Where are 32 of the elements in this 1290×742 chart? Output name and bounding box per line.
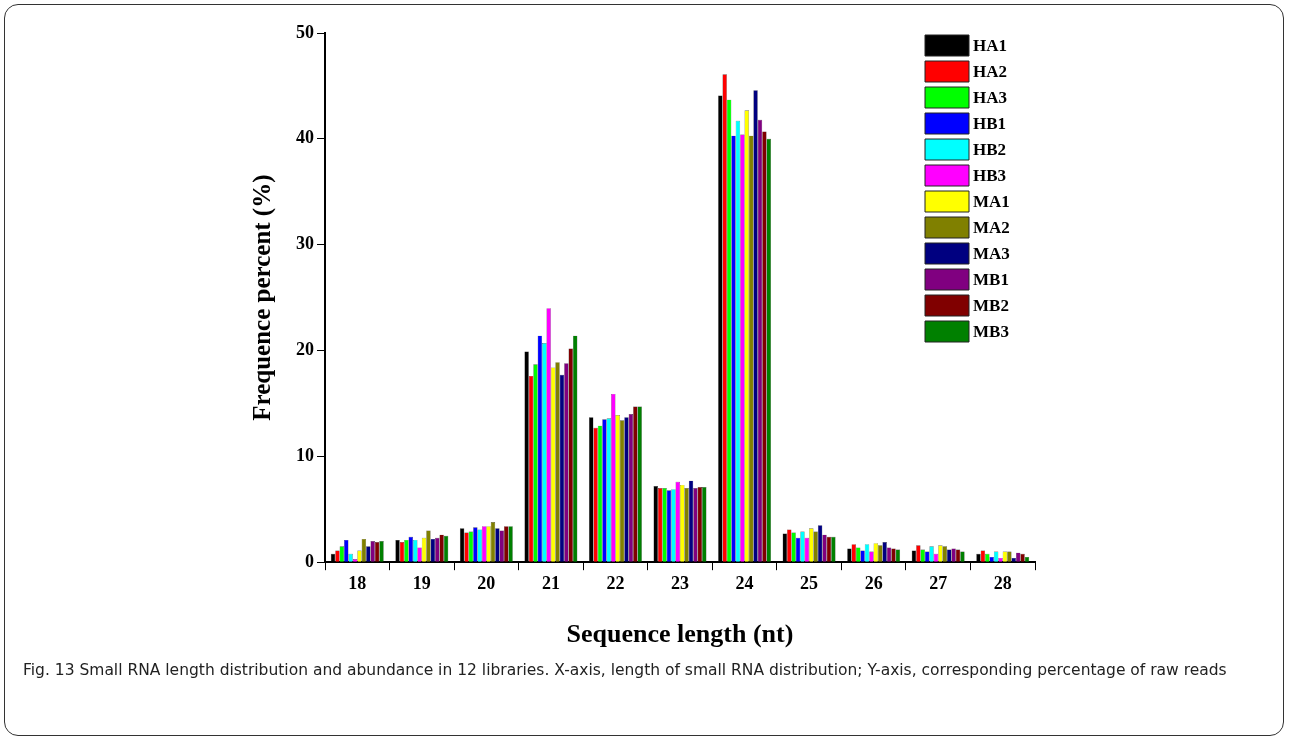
y-tick-label: 20 (296, 339, 314, 360)
legend-label: HA3 (973, 87, 1007, 107)
x-tick-label: 21 (541, 572, 560, 593)
caption: Fig. 13 Small RNA length distribution and abundance in 12 libraries. X-axis, length of small RNA distribution; Y-axis, corresponding percentage of raw reads (23, 661, 1227, 679)
x-tick-label: 28 (993, 572, 1012, 593)
legend-label: MB2 (973, 295, 1009, 315)
y-tick-label: 40 (296, 127, 314, 148)
x-tick-label: 18 (348, 572, 367, 593)
y-axis-title: Frequence percent (%) (248, 174, 277, 421)
y-tick-label: 0 (305, 550, 314, 571)
x-tick-label: 26 (864, 572, 883, 593)
legend-label: HA2 (973, 61, 1007, 81)
x-tick-label: 24 (735, 572, 754, 593)
x-tick-label: 27 (929, 572, 948, 593)
legend-label: MA3 (973, 243, 1010, 263)
legend-label: MB1 (973, 269, 1009, 289)
y-tick-label: 50 (296, 21, 314, 42)
x-tick-label: 22 (606, 572, 625, 593)
x-tick-label: 20 (477, 572, 496, 593)
x-tick-label: 23 (671, 572, 689, 593)
legend-label: MA1 (973, 191, 1010, 211)
legend-label: HB2 (973, 139, 1007, 159)
legend-label: MB3 (973, 321, 1009, 341)
legend-label: HA1 (973, 35, 1007, 55)
legend-label: HB3 (973, 165, 1007, 185)
x-tick-label: 25 (800, 572, 819, 593)
legend-label: MA2 (973, 217, 1010, 237)
x-axis-title: Sequence length (nt) (566, 619, 794, 649)
y-tick-label: 30 (296, 233, 314, 254)
x-tick-label: 19 (412, 572, 431, 593)
legend-label: HB1 (973, 113, 1007, 133)
y-tick-label: 10 (296, 445, 314, 466)
